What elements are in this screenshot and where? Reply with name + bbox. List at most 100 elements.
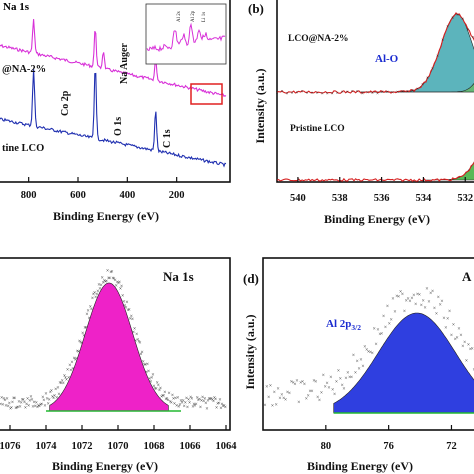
data-point-b-top: × [376,92,379,97]
data-point-na-1s: × [57,392,60,398]
data-point-na-1s: × [94,295,97,301]
data-point-na-1s: × [203,397,206,403]
data-point-na-1s: × [30,398,33,404]
data-point-na-1s: × [130,314,133,320]
data-point-na-1s: × [62,381,65,387]
data-point-al-2p: × [437,295,440,301]
data-point-na-1s: × [93,291,96,297]
data-point-al-2p: × [459,333,462,339]
label-al-2p: Al 2p3/2 [326,318,361,332]
data-point-na-1s: × [220,402,223,408]
data-point-na-1s: × [148,376,151,382]
data-point-al-2p: × [303,382,306,388]
data-point-na-1s: × [185,396,188,402]
data-point-al-2p: × [350,375,353,381]
panel-c-frame [0,257,231,431]
data-point-na-1s: × [212,399,215,405]
data-point-na-1s: × [165,397,168,403]
data-point-na-1s: × [201,395,204,401]
data-point-na-1s: × [160,395,163,401]
data-point-na-1s: × [189,395,192,401]
data-point-na-1s: × [158,388,161,394]
panel-b-x-ticks: 540538536534532530 [290,177,473,204]
label-al-o: Al-O [375,53,399,65]
data-point-na-1s: × [68,363,71,369]
data-point-na-1s: × [155,386,158,392]
data-point-al-2p: × [263,403,266,409]
data-point-na-1s: × [35,401,38,407]
data-point-na-1s: × [104,280,107,286]
data-point-al-2p: × [425,286,428,292]
data-point-na-1s: × [107,276,110,282]
data-point-b-top: × [411,89,414,94]
data-point-al-2p: × [472,368,474,374]
panel-d-tick-label: 76 [383,441,394,452]
panel-c-tick-label: 1072 [72,441,93,452]
data-point-na-1s: × [45,396,48,402]
data-point-na-1s: × [156,381,159,387]
data-point-b-top: × [381,90,384,95]
data-point-al-2p: × [273,390,276,396]
data-point-al-2p: × [403,309,406,315]
data-point-na-1s: × [11,400,14,406]
data-point-al-2p: × [265,384,268,390]
panel-a-x-ticks: 1000800600400200 [21,177,185,201]
data-point-b-top: × [286,92,289,97]
label-lco-na: @NA-2% [2,64,46,75]
data-point-na-1s: × [143,363,146,369]
data-point-na-1s: × [21,398,24,404]
data-point-al-2p: × [384,325,387,331]
data-point-na-1s: × [217,401,220,407]
panel-c-tick-label: 1068 [144,441,165,452]
data-point-na-1s: × [47,401,50,407]
panel-b-label: (b) [248,1,264,16]
data-point-na-1s: × [44,392,47,398]
data-point-al-2p: × [463,340,466,346]
data-point-na-1s: × [142,360,145,366]
data-point-al-2p: × [269,384,272,390]
data-point-al-2p: × [371,351,374,357]
data-point-na-1s: × [140,350,143,356]
data-point-al-2p: × [357,367,360,373]
panel-d: (d) ××××××××××××××××××××××××××××××××××××… [243,257,474,473]
data-point-na-1s: × [192,402,195,408]
data-point-al-2p: × [308,389,311,395]
data-point-al-2p: × [297,400,300,406]
inset-spectrum-line [146,22,226,53]
panel-b-plot-area: × × × × × × × × × × × × × × × × × × × × × × × × × × × × ×××××××××××× [276,12,474,182]
data-point-na-1s: × [91,296,94,302]
data-point-na-1s: × [108,276,111,282]
data-point-na-1s: × [139,352,142,358]
data-point-na-1s: × [48,398,51,404]
data-point-al-2p: × [324,385,327,391]
label-pristine: tine LCO [2,143,44,154]
data-point-na-1s: × [149,380,152,386]
data-point-na-1s: × [81,331,84,337]
data-point-na-1s: × [55,395,58,401]
data-point-na-1s: × [90,307,93,313]
data-point-al-2p: × [399,290,402,296]
data-point-na-1s: × [128,308,131,314]
data-point-na-1s: × [99,283,102,289]
panel-a-frame [0,0,231,183]
data-point-na-1s: × [42,398,45,404]
panel-b-tick-label: 540 [290,193,306,204]
data-point-al-2p: × [290,380,293,386]
data-point-na-1s: × [64,376,67,382]
data-point-al-2p: × [339,377,342,383]
data-point-na-1s: × [164,397,167,403]
data-point-al-2p: × [467,342,470,348]
data-point-na-1s: × [82,334,85,340]
data-point-na-1s: × [98,287,101,293]
data-point-b-top: × [416,87,419,92]
data-point-na-1s: × [5,396,8,402]
data-point-na-1s: × [2,397,5,403]
data-point-b-top: × [371,92,374,97]
data-point-na-1s: × [101,275,104,281]
data-point-al-2p: × [380,332,383,338]
data-point-na-1s: × [105,279,108,285]
data-point-na-1s: × [10,406,13,412]
data-point-al-2p: × [299,380,302,386]
data-point-na-1s: × [7,404,10,410]
data-point-na-1s: × [84,325,87,331]
